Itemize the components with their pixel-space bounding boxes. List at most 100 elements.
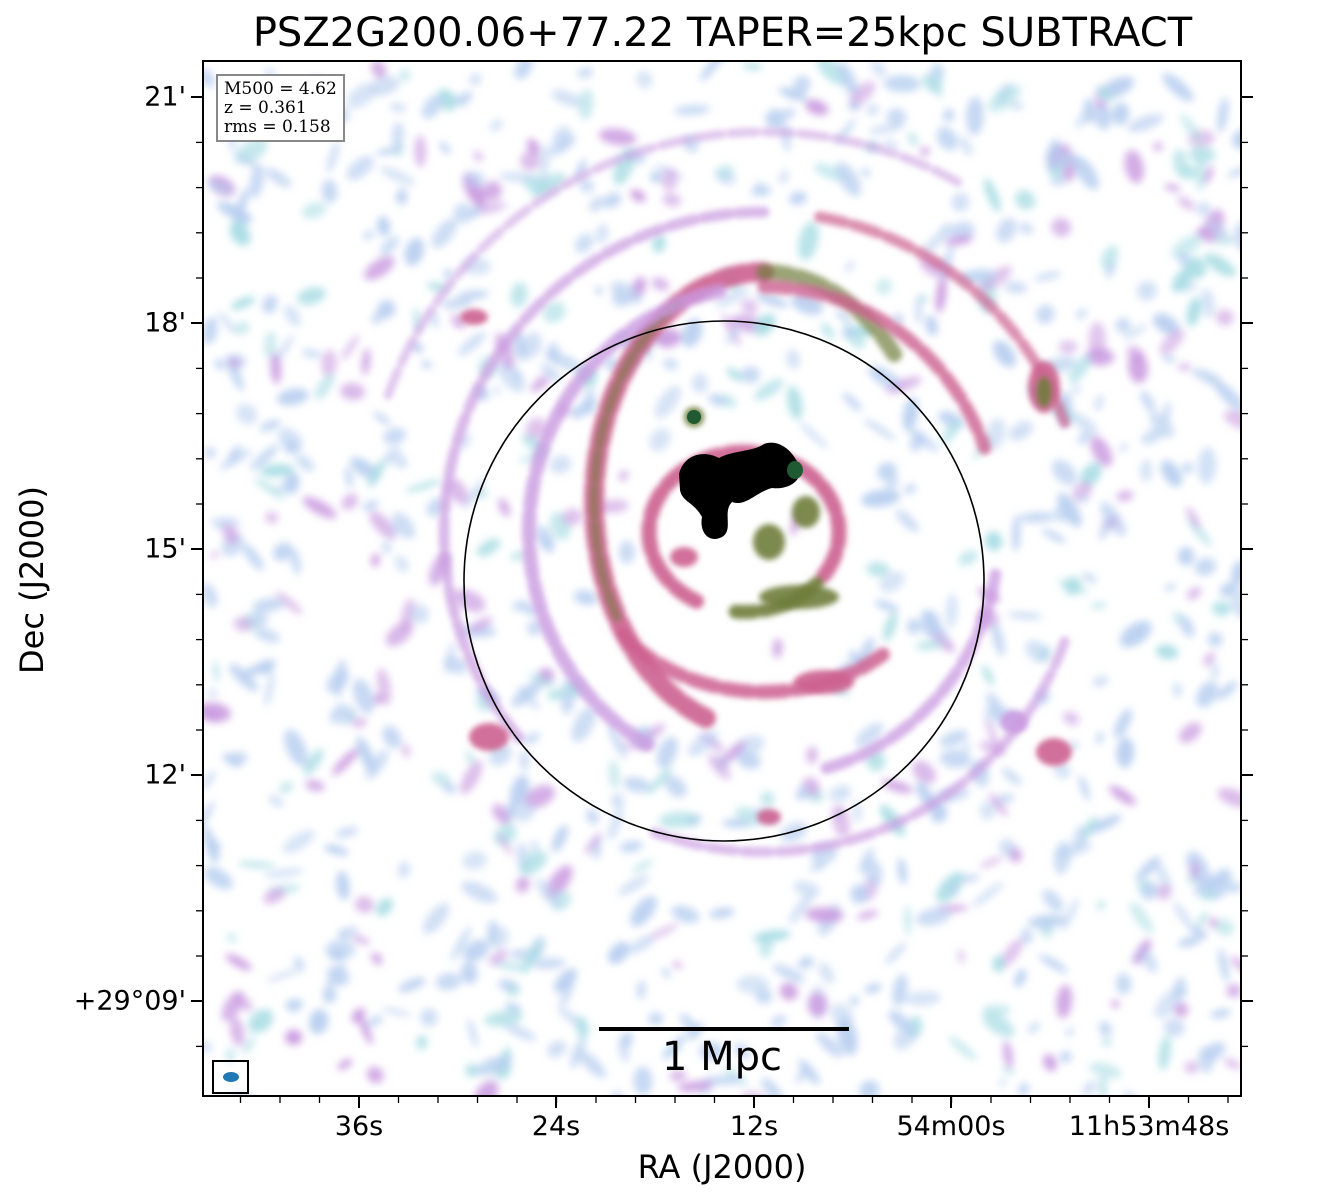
noise-blob <box>382 725 402 749</box>
noise-blob <box>547 1040 567 1058</box>
compact-source <box>1036 376 1052 408</box>
noise-blob <box>374 693 384 705</box>
noise-blob <box>520 150 540 171</box>
noise-blob <box>473 1080 499 1095</box>
noise-blob <box>1127 113 1164 132</box>
noise-blob <box>726 367 743 382</box>
noise-blob <box>935 276 947 313</box>
noise-blob <box>370 952 383 965</box>
noise-blob <box>397 457 408 469</box>
noise-blob <box>301 349 322 358</box>
noise-blob <box>1217 97 1229 133</box>
noise-blob <box>514 62 533 80</box>
compact-source <box>792 496 820 528</box>
noise-blob <box>518 601 538 617</box>
noise-blob <box>284 1029 303 1046</box>
noise-blob <box>464 170 486 188</box>
noise-blob <box>623 776 651 793</box>
noise-blob <box>1227 167 1240 178</box>
noise-blob <box>211 518 227 531</box>
noise-blob <box>452 589 486 613</box>
left-crescent-core <box>589 297 684 622</box>
noise-blob <box>760 791 775 807</box>
compact-sources <box>460 309 1072 825</box>
noise-blob <box>1206 219 1230 241</box>
noise-blob <box>779 982 799 1001</box>
chart-title: PSZ2G200.06+77.22 TAPER=25kpc SUBTRACT <box>252 10 1193 56</box>
noise-blob <box>652 234 666 253</box>
noise-blob <box>469 73 482 86</box>
noise-blob <box>241 660 277 677</box>
noise-blob <box>1079 493 1088 503</box>
noise-blob <box>861 489 901 508</box>
inner-arc <box>641 444 847 609</box>
y-tick-label: 15' <box>144 533 186 565</box>
noise-blob <box>888 1010 912 1032</box>
noise-blob <box>831 804 851 838</box>
noise-blob <box>1217 788 1240 808</box>
noise-blob <box>523 785 556 809</box>
noise-blob <box>293 956 305 973</box>
noise-blob <box>1178 362 1191 372</box>
noise-blob <box>987 84 1022 113</box>
noise-blob <box>877 462 897 481</box>
noise-blob <box>610 1090 625 1095</box>
noise-blob <box>1059 1050 1072 1064</box>
noise-blob <box>510 775 530 805</box>
noise-blob <box>864 983 882 993</box>
noise-blob <box>371 305 390 325</box>
noise-blob <box>703 1075 742 1085</box>
noise-blob <box>849 81 876 106</box>
noise-blob <box>858 847 875 873</box>
noise-blob <box>1073 825 1087 850</box>
noise-blob <box>1156 884 1172 900</box>
noise-blob <box>423 903 450 934</box>
noise-blob <box>1002 1067 1015 1075</box>
noise-blob <box>214 358 225 371</box>
noise-blob <box>277 428 303 452</box>
noise-blob <box>494 962 530 971</box>
noise-blob <box>1189 925 1208 939</box>
x-tick-label: 12s <box>729 1111 779 1142</box>
noise-blob <box>662 968 671 978</box>
noise-blob <box>985 418 1006 450</box>
noise-blob <box>651 277 670 291</box>
noise-blob <box>332 747 359 776</box>
noise-blob <box>809 862 827 872</box>
noise-blob <box>443 656 468 674</box>
noise-blob <box>1231 560 1240 586</box>
noise-blob <box>663 1032 687 1061</box>
noise-blob <box>951 192 970 212</box>
noise-blob <box>368 459 385 488</box>
noise-blob <box>284 305 301 327</box>
noise-blob <box>919 146 930 157</box>
noise-blob <box>578 1051 607 1078</box>
noise-blob <box>996 217 1017 243</box>
noise-blob <box>1160 460 1183 487</box>
noise-blob <box>1027 914 1067 929</box>
noise-blob <box>992 955 1005 973</box>
noise-blob <box>930 804 948 823</box>
noise-blob <box>492 803 510 825</box>
noise-blob <box>249 165 265 199</box>
noise-blob <box>921 610 948 640</box>
noise-blob <box>1088 321 1106 360</box>
beam-box <box>212 1060 249 1094</box>
noise-blob <box>551 89 583 107</box>
noise-blob <box>736 975 769 994</box>
noise-blob <box>217 201 253 223</box>
noise-blob <box>1129 901 1154 934</box>
noise-blob <box>345 466 353 488</box>
noise-blob <box>778 87 808 101</box>
noise-blob <box>554 968 577 993</box>
noise-blob <box>1075 308 1088 320</box>
noise-blob <box>1204 253 1236 277</box>
noise-blob <box>1043 1054 1057 1072</box>
noise-blob <box>1018 512 1056 523</box>
noise-blob <box>376 147 402 156</box>
noise-blob <box>578 88 594 120</box>
noise-blob <box>724 1067 748 1086</box>
noise-blob <box>1063 576 1082 596</box>
noise-blob <box>799 421 829 449</box>
noise-blob <box>1109 785 1136 806</box>
